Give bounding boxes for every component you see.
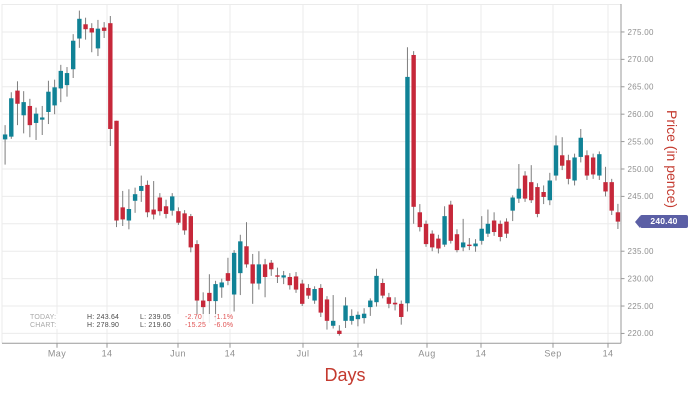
- today-change: -2.70: [185, 314, 202, 321]
- stats-row-chart: CHART: H: 278.90 L: 219.60 -15.25 -6.0%: [30, 322, 233, 330]
- today-low: L: 239.05: [140, 314, 171, 321]
- svg-text:May: May: [48, 348, 66, 358]
- svg-text:275.00: 275.00: [628, 28, 655, 37]
- svg-text:220.00: 220.00: [628, 329, 655, 338]
- chart-range-label: CHART:: [30, 321, 57, 329]
- svg-text:245.00: 245.00: [628, 192, 655, 201]
- svg-text:14: 14: [102, 348, 113, 358]
- chart-change: -15.25: [185, 321, 207, 329]
- svg-text:250.00: 250.00: [628, 165, 655, 174]
- svg-text:230.00: 230.00: [628, 274, 655, 283]
- svg-text:Sep: Sep: [544, 348, 561, 358]
- chart-low: L: 219.60: [140, 321, 171, 329]
- svg-text:Aug: Aug: [418, 348, 435, 358]
- x-axis-title: Days: [324, 365, 366, 385]
- svg-text:270.00: 270.00: [628, 55, 655, 64]
- svg-text:Jul: Jul: [297, 348, 310, 358]
- chart-change-pct: -6.0%: [214, 321, 234, 329]
- svg-text:265.00: 265.00: [628, 83, 655, 92]
- chart-stats: TODAY: H: 243.64 L: 239.05 -2.70 -1.1% CHART…: [30, 314, 234, 330]
- svg-text:Jun: Jun: [170, 348, 186, 358]
- today-high: H: 243.64: [87, 314, 120, 321]
- svg-text:14: 14: [225, 348, 236, 358]
- y-axis-title: Price (in pence): [664, 110, 680, 209]
- svg-text:255.00: 255.00: [628, 137, 655, 146]
- svg-text:225.00: 225.00: [628, 302, 655, 311]
- chart-high: H: 278.90: [87, 321, 120, 329]
- svg-text:14: 14: [353, 348, 364, 358]
- svg-text:14: 14: [476, 348, 487, 358]
- svg-text:14: 14: [603, 348, 614, 358]
- svg-text:235.00: 235.00: [628, 247, 655, 256]
- svg-text:260.00: 260.00: [628, 110, 655, 119]
- today-change-pct: -1.1%: [214, 314, 234, 321]
- today-label: TODAY:: [30, 314, 57, 321]
- stats-row-today: TODAY: H: 243.64 L: 239.05 -2.70 -1.1%: [30, 314, 233, 322]
- last-price-badge: 240.40: [640, 215, 688, 228]
